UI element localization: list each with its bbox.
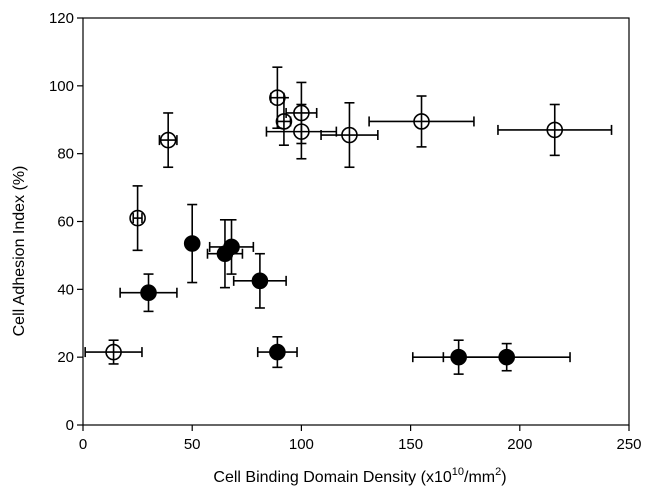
tick-labels: 0 20 40 60 80 100 120 0 50 100 150 200 250	[49, 10, 642, 453]
open-data-point	[105, 343, 122, 361]
y-axis-title: Cell Adhesion Index (%)	[11, 166, 28, 337]
data-points	[105, 89, 564, 366]
error-bar	[265, 103, 338, 160]
error-bar	[84, 339, 143, 365]
x-axis-title: Cell Binding Domain Density (x1010/mm2)	[213, 466, 506, 486]
y-tick-label: 80	[57, 146, 74, 163]
filled-data-point	[450, 348, 467, 366]
error-bar	[132, 185, 143, 252]
open-data-point	[293, 104, 310, 122]
x-tick-label: 100	[289, 436, 314, 453]
error-bar	[497, 103, 613, 157]
filled-data-point	[498, 348, 515, 366]
plot-frame	[82, 17, 630, 426]
error-bar	[368, 95, 475, 148]
x-tick-label: 150	[398, 436, 423, 453]
x-axis-title-sup: 10	[452, 466, 464, 478]
y-tick-label: 100	[49, 78, 74, 95]
filled-data-point	[251, 272, 269, 290]
axes	[77, 17, 630, 431]
x-axis-title-main: Cell Binding Domain Density (x10	[213, 469, 451, 486]
filled-data-point	[183, 235, 201, 252]
open-data-point	[275, 113, 293, 130]
y-tick-label: 0	[66, 417, 74, 434]
filled-data-point	[223, 238, 240, 256]
open-data-point	[341, 126, 358, 144]
filled-data-point	[140, 284, 157, 302]
filled-data-point	[269, 343, 286, 361]
error-bar	[276, 96, 292, 146]
error-bar	[158, 112, 178, 169]
open-data-point	[269, 89, 286, 107]
x-tick-label: 250	[616, 436, 641, 453]
y-tick-label: 40	[57, 281, 74, 298]
open-data-point	[293, 123, 310, 140]
y-tick-label: 20	[57, 349, 74, 366]
x-tick-label: 200	[507, 436, 532, 453]
x-axis-title-unit: /mm	[464, 469, 495, 486]
open-data-point	[159, 131, 177, 149]
open-data-point	[546, 121, 564, 139]
x-axis-title-end: )	[501, 469, 506, 486]
x-tick-label: 50	[184, 436, 201, 453]
error-bars	[84, 66, 613, 375]
open-data-point	[413, 113, 430, 130]
open-data-point	[129, 209, 146, 227]
y-tick-label: 120	[49, 10, 74, 27]
x-axis-title-sup2: 2	[495, 466, 501, 478]
y-tick-label: 60	[57, 214, 74, 231]
x-tick-label: 0	[79, 436, 87, 453]
error-bar	[320, 101, 379, 169]
